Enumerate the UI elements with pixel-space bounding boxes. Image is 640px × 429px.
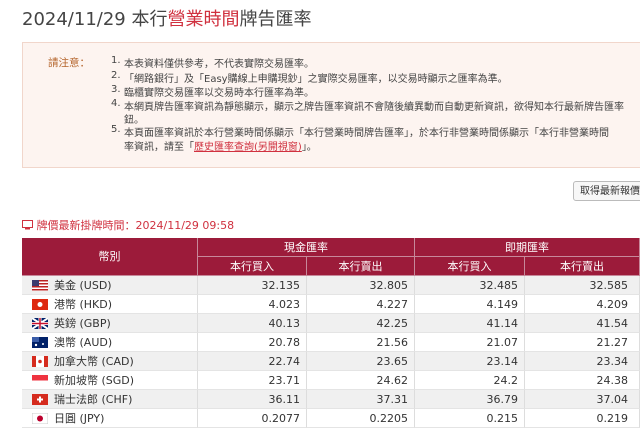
sub-header: 本行賣出 bbox=[307, 257, 415, 276]
rate-cell: 24.62 bbox=[307, 371, 415, 390]
rate-cell: 0.215 bbox=[415, 409, 525, 428]
refresh-button[interactable]: 取得最新報價 bbox=[573, 181, 640, 201]
notice-text: 「網路銀行」及「Easy購線上申購現鈔」之實際交易匯率，以交易時顯示之匯率為準。 bbox=[124, 74, 508, 85]
rate-cell: 42.25 bbox=[307, 314, 415, 333]
currency-name: 港幣 (HKD) bbox=[54, 298, 113, 311]
currency-cell: 港幣 (HKD) bbox=[22, 295, 198, 314]
rate-cell: 23.34 bbox=[525, 352, 640, 371]
rate-cell: 4.209 bbox=[525, 295, 640, 314]
title-highlight: 營業時間 bbox=[167, 9, 240, 30]
notice-line: 本表資料僅供參考，不代表實際交易匯率。 bbox=[124, 55, 314, 70]
history-link[interactable]: 歷史匯率查詢(另開視窗) bbox=[194, 142, 302, 153]
notice-line: 鈕。 bbox=[124, 111, 144, 126]
currency-name: 日圓 (JPY) bbox=[54, 412, 105, 425]
rate-cell: 23.14 bbox=[415, 352, 525, 371]
rate-cell: 4.149 bbox=[415, 295, 525, 314]
notice-number: 3. bbox=[111, 84, 121, 95]
flag-icon bbox=[32, 318, 48, 329]
rate-cell: 0.219 bbox=[525, 409, 640, 428]
notice-number: 5. bbox=[111, 124, 121, 135]
sub-header: 本行賣出 bbox=[525, 257, 640, 276]
rate-cell: 41.14 bbox=[415, 314, 525, 333]
rate-cell: 4.227 bbox=[307, 295, 415, 314]
notice-line: 率資訊，請至「歷史匯率查詢(另開視窗)」。 bbox=[124, 138, 317, 153]
notice-text: 臨櫃實際交易匯率以交易時本行匯率為準。 bbox=[124, 88, 314, 99]
currency-name: 英鎊 (GBP) bbox=[54, 317, 111, 330]
notice-line: 臨櫃實際交易匯率以交易時本行匯率為準。 bbox=[124, 84, 314, 99]
currency-cell: 瑞士法郎 (CHF) bbox=[22, 390, 198, 409]
rate-cell: 41.54 bbox=[525, 314, 640, 333]
rate-cell: 32.135 bbox=[198, 276, 307, 295]
flag-icon bbox=[32, 356, 48, 367]
rate-cell: 36.11 bbox=[198, 390, 307, 409]
currency-cell: 美金 (USD) bbox=[22, 276, 198, 295]
rate-cell: 24.2 bbox=[415, 371, 525, 390]
flag-icon bbox=[32, 413, 48, 424]
page-title: 2024/11/29 本行營業時間牌告匯率 bbox=[22, 5, 311, 31]
rate-cell: 20.78 bbox=[198, 333, 307, 352]
monitor-icon bbox=[22, 220, 33, 230]
notice-box: 請注意： 1. 本表資料僅供參考，不代表實際交易匯率。 2. 「網路銀行」及「Easy… bbox=[22, 42, 640, 168]
rate-cell: 32.485 bbox=[415, 276, 525, 295]
rate-cell: 40.13 bbox=[198, 314, 307, 333]
notice-text: 鈕。 bbox=[124, 115, 144, 126]
title-prefix: 2024/11/29 本行 bbox=[22, 9, 168, 30]
title-suffix: 牌告匯率 bbox=[239, 9, 312, 30]
notice-text: 本表資料僅供參考，不代表實際交易匯率。 bbox=[124, 59, 314, 70]
notice-text: 本網頁牌告匯率資訊為靜態顯示，顯示之牌告匯率資訊不會隨後續異動而自動更新資訊，欲… bbox=[124, 102, 624, 113]
currency-name: 瑞士法郎 (CHF) bbox=[54, 393, 133, 406]
currency-cell: 英鎊 (GBP) bbox=[22, 314, 198, 333]
rate-cell: 23.65 bbox=[307, 352, 415, 371]
group-header: 現金匯率 bbox=[198, 238, 415, 257]
update-time: 牌價最新掛牌時間：2024/11/29 09:58 bbox=[22, 217, 234, 233]
notice-number: 4. bbox=[111, 98, 121, 109]
rate-cell: 32.585 bbox=[525, 276, 640, 295]
rate-cell: 0.2077 bbox=[198, 409, 307, 428]
currency-header: 幣別 bbox=[22, 238, 198, 276]
group-header: 即期匯率 bbox=[415, 238, 640, 257]
sub-header: 本行買入 bbox=[198, 257, 307, 276]
flag-icon bbox=[32, 337, 48, 348]
flag-icon bbox=[32, 394, 48, 405]
notice-text: 本頁面匯率資訊於本行營業時間係顯示「本行營業時間牌告匯率」，於本行非營業時間係顯… bbox=[124, 128, 609, 139]
rate-cell: 23.71 bbox=[198, 371, 307, 390]
notice-line: 本頁面匯率資訊於本行營業時間係顯示「本行營業時間牌告匯率」，於本行非營業時間係顯… bbox=[124, 124, 609, 139]
currency-cell: 日圓 (JPY) bbox=[22, 409, 198, 428]
notice-line: 「網路銀行」及「Easy購線上申購現鈔」之實際交易匯率，以交易時顯示之匯率為準。 bbox=[124, 70, 508, 85]
rate-cell: 4.023 bbox=[198, 295, 307, 314]
rate-cell: 32.805 bbox=[307, 276, 415, 295]
currency-name: 新加坡幣 (SGD) bbox=[54, 374, 135, 387]
rate-cell: 24.38 bbox=[525, 371, 640, 390]
rate-cell: 21.27 bbox=[525, 333, 640, 352]
currency-name: 加拿大幣 (CAD) bbox=[54, 355, 134, 368]
flag-icon bbox=[32, 375, 48, 386]
rate-cell: 0.2205 bbox=[307, 409, 415, 428]
currency-cell: 澳幣 (AUD) bbox=[22, 333, 198, 352]
rate-cell: 21.07 bbox=[415, 333, 525, 352]
flag-icon bbox=[32, 299, 48, 310]
update-value: 2024/11/29 09:58 bbox=[135, 219, 235, 232]
currency-cell: 加拿大幣 (CAD) bbox=[22, 352, 198, 371]
rate-cell: 37.31 bbox=[307, 390, 415, 409]
notice-number: 1. bbox=[111, 55, 121, 66]
rate-cell: 21.56 bbox=[307, 333, 415, 352]
rate-cell: 37.04 bbox=[525, 390, 640, 409]
currency-name: 美金 (USD) bbox=[54, 279, 112, 292]
notice-text: 」。 bbox=[301, 142, 317, 153]
flag-icon bbox=[32, 280, 48, 291]
notice-line: 本網頁牌告匯率資訊為靜態顯示，顯示之牌告匯率資訊不會隨後續異動而自動更新資訊，欲… bbox=[124, 98, 624, 113]
notice-text: 率資訊，請至「 bbox=[124, 142, 194, 153]
currency-cell: 新加坡幣 (SGD) bbox=[22, 371, 198, 390]
notice-number: 2. bbox=[111, 70, 121, 81]
currency-name: 澳幣 (AUD) bbox=[54, 336, 113, 349]
rate-cell: 22.74 bbox=[198, 352, 307, 371]
rate-cell: 36.79 bbox=[415, 390, 525, 409]
sub-header: 本行買入 bbox=[415, 257, 525, 276]
notice-label: 請注意： bbox=[48, 57, 90, 69]
update-label: 牌價最新掛牌時間： bbox=[36, 219, 136, 232]
